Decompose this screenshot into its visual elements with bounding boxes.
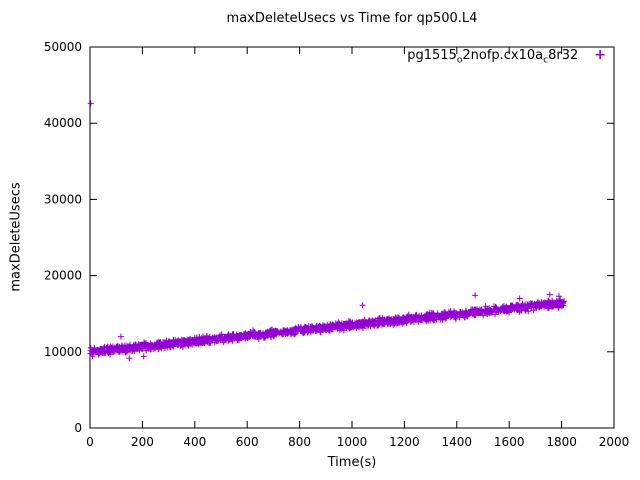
x-tick-label: 400 [183,435,206,449]
x-tick-label: 1200 [389,435,420,449]
legend-plus-marker-icon: + [594,47,606,63]
plot-border [89,46,615,429]
y-tick-label: 20000 [44,269,82,283]
legend: pg1515o2nofp.cx10ac8r32 + [407,48,606,66]
x-axis-label: Time(s) [327,455,377,470]
y-axis-ticks: 0 10000 20000 30000 40000 50000 [44,40,614,435]
x-tick-label: 200 [131,435,154,449]
legend-label: pg1515o2nofp.cx10ac8r32 [407,48,579,66]
x-tick-label: 1600 [494,435,525,449]
x-tick-label: 1000 [337,435,368,449]
y-tick-label: 50000 [44,40,82,54]
x-axis-ticks: 0 200 400 600 800 1000 1200 1400 1600 1800 2000 [86,47,629,449]
y-tick-label: 0 [74,421,82,435]
y-tick-label: 10000 [44,345,82,359]
x-tick-label: 800 [288,435,311,449]
x-tick-label: 0 [86,435,94,449]
x-tick-label: 1400 [442,435,473,449]
y-tick-label: 30000 [44,192,82,206]
x-tick-label: 2000 [599,435,630,449]
x-tick-label: 600 [236,435,259,449]
y-tick-label: 40000 [44,116,82,130]
chart-title: maxDeleteUsecs vs Time for qp500.L4 [226,11,478,26]
x-tick-label: 1800 [546,435,577,449]
scatter-points [87,100,568,362]
